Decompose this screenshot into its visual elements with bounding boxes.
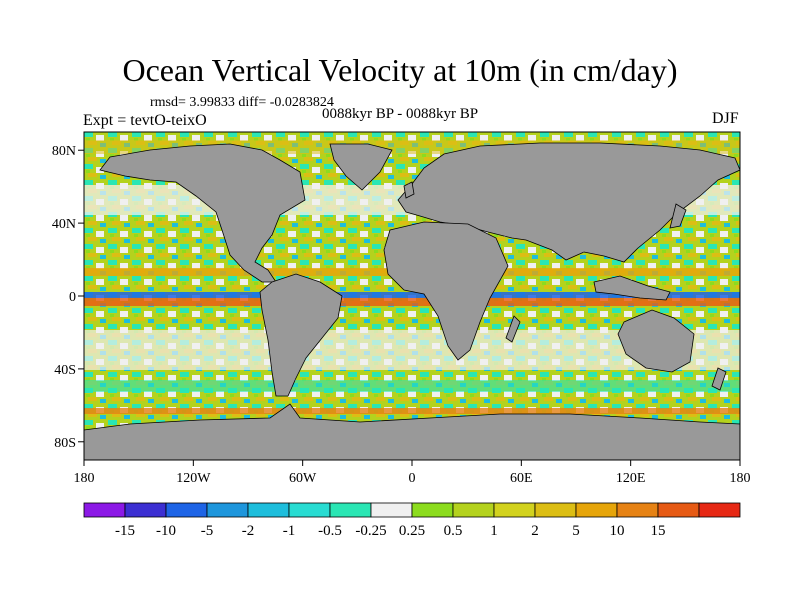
lon-tick-label: 120E xyxy=(616,471,646,486)
figure-title: Ocean Vertical Velocity at 10m (in cm/da… xyxy=(122,52,678,88)
colorbar-swatch xyxy=(452,502,495,518)
lon-tick-label: 0 xyxy=(409,471,416,486)
equatorial-downwelling-band xyxy=(84,292,740,298)
stats-text: rmsd= 3.99833 diff= -0.0283824 xyxy=(150,95,334,110)
colorbar-label: 2 xyxy=(531,523,539,539)
colorbar-swatch xyxy=(698,502,741,518)
antarctica-land xyxy=(84,403,740,460)
colorbar-label: -0.25 xyxy=(355,523,386,539)
colorbar-label: -1 xyxy=(283,523,296,539)
colorbar-label: 5 xyxy=(572,523,580,539)
map-plot-area xyxy=(84,132,740,460)
lat-tick-label: 40S xyxy=(54,363,76,378)
colorbar-label: 1 xyxy=(490,523,498,539)
madagascar-land xyxy=(505,315,521,343)
colorbar-label: -10 xyxy=(156,523,176,539)
colorbar: -15 -10 -5 -2 -1 -0.5 -0.25 0.25 0.5 1 2 5 10 15 xyxy=(83,502,741,539)
lat-tick-label: 40N xyxy=(52,217,76,232)
colorbar-swatch xyxy=(83,502,126,518)
japan-land xyxy=(669,203,687,229)
africa-land xyxy=(383,221,509,361)
lon-tick-label: 120W xyxy=(176,471,211,486)
land-masses xyxy=(84,142,740,460)
colorbar-label: -5 xyxy=(201,523,214,539)
lon-tick-label: 60W xyxy=(289,471,317,486)
colorbar-swatch xyxy=(657,502,700,518)
indonesia-land xyxy=(593,275,671,301)
colorbar-swatch xyxy=(493,502,536,518)
equatorial-upwelling-band xyxy=(84,298,740,306)
colorbar-label: 0.25 xyxy=(399,523,425,539)
colorbar-label: 10 xyxy=(610,523,625,539)
lat-ticks: 80N 40N 0 40S 80S xyxy=(52,144,84,451)
colorbar-swatch xyxy=(575,502,618,518)
colorbar-swatch xyxy=(411,502,454,518)
colorbar-label: -15 xyxy=(115,523,135,539)
antarctic-coastal-band xyxy=(84,408,740,414)
greenland-land xyxy=(329,143,393,191)
colorbar-label: 0.5 xyxy=(444,523,463,539)
lat-tick-label: 0 xyxy=(69,290,76,305)
lon-tick-label: 180 xyxy=(730,471,751,486)
colorbar-swatch xyxy=(165,502,208,518)
colorbar-swatch xyxy=(616,502,659,518)
lat-tick-label: 80N xyxy=(52,144,76,159)
south-america-land xyxy=(259,273,343,397)
colorbar-swatch xyxy=(247,502,290,518)
colorbar-label: -0.5 xyxy=(318,523,342,539)
lat-tick-label: 80S xyxy=(54,436,76,451)
southern-ocean-band xyxy=(84,380,740,392)
season-label: DJF xyxy=(712,110,739,127)
colorbar-swatch xyxy=(288,502,331,518)
colorbar-swatch xyxy=(370,502,413,518)
colorbar-label: 15 xyxy=(651,523,666,539)
experiment-text: Expt = tevtO-teixO xyxy=(83,112,207,129)
australia-land xyxy=(617,309,695,373)
colorbar-swatch xyxy=(206,502,249,518)
lon-ticks: 180 120W 60W 0 60E 120E 180 xyxy=(74,460,751,486)
lon-tick-label: 180 xyxy=(74,471,95,486)
colorbar-swatch xyxy=(124,502,167,518)
period-text: 0088kyr BP - 0088kyr BP xyxy=(322,106,479,122)
north-america-land xyxy=(99,143,306,283)
colorbar-label: -2 xyxy=(242,523,255,539)
colorbar-swatch xyxy=(329,502,372,518)
colorbar-swatch xyxy=(534,502,577,518)
new-zealand-land xyxy=(711,367,727,391)
uk-land xyxy=(403,181,415,199)
lon-tick-label: 60E xyxy=(510,471,533,486)
